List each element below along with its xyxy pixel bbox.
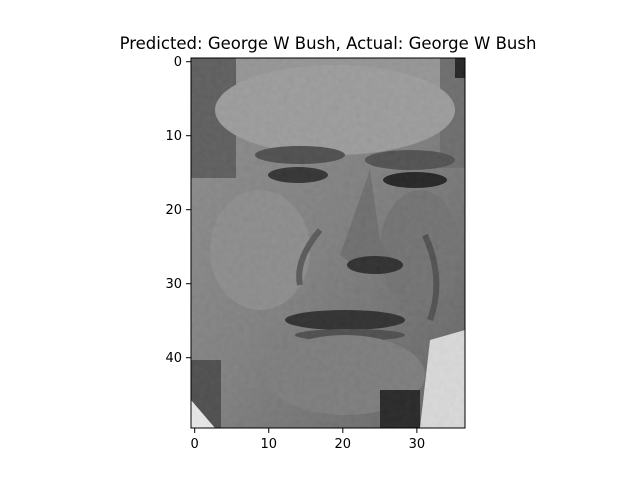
- y-tick-label: 40: [165, 351, 182, 366]
- x-tick-label: 10: [260, 437, 277, 452]
- y-axis: 0 10 20 30 40: [165, 55, 191, 366]
- x-tick-label: 30: [409, 437, 426, 452]
- y-tick-label: 20: [165, 203, 182, 218]
- axes-frame: [190, 57, 466, 429]
- y-tick-label: 30: [165, 277, 182, 292]
- y-tick-label: 0: [174, 55, 182, 70]
- heatmap-image: [191, 58, 465, 428]
- x-tick-label: 20: [335, 437, 352, 452]
- y-tick-label: 10: [165, 129, 182, 144]
- x-axis: 0 10 20 30: [191, 428, 426, 452]
- x-tick-label: 0: [191, 437, 199, 452]
- chart-title: Predicted: George W Bush, Actual: George…: [120, 34, 537, 53]
